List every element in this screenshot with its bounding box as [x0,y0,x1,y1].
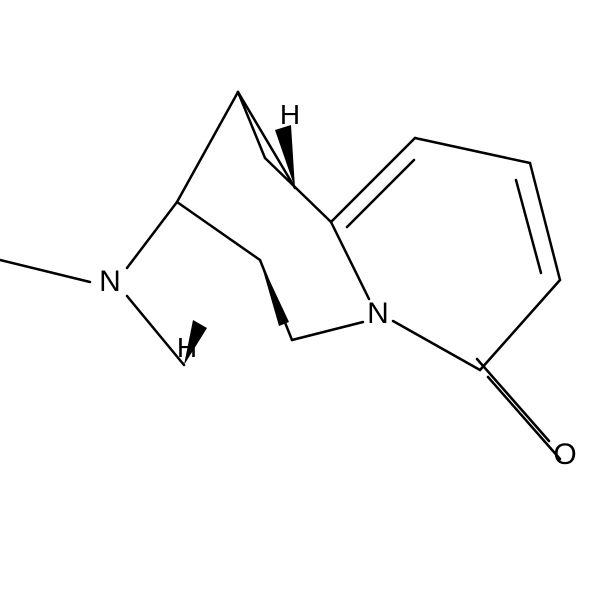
bond-line [238,92,265,158]
atom-O-label: O [553,440,576,470]
bond-line [265,158,331,222]
bond-line [331,138,415,222]
bond-line [127,296,184,365]
bond-line [347,160,414,227]
atom-N1-label: N [99,267,121,297]
atom-H2-label: H [177,334,197,362]
bond-line [0,260,90,282]
bond-line [177,92,238,202]
bond-layer [0,0,600,600]
bond-line [292,322,363,340]
bond-line [177,202,260,260]
bond-line [477,359,549,441]
bond-line [488,377,560,459]
bond-wedge [260,260,289,326]
bond-line [331,222,369,299]
bond-line [393,321,480,370]
bond-line [127,202,177,268]
bond-line [530,163,560,280]
atom-H1-label: H [280,101,300,129]
atom-N2-label: N [367,299,389,329]
chemical-structure-diagram: N N O H H [0,0,600,600]
bond-line [480,280,560,370]
bond-line [415,138,530,163]
